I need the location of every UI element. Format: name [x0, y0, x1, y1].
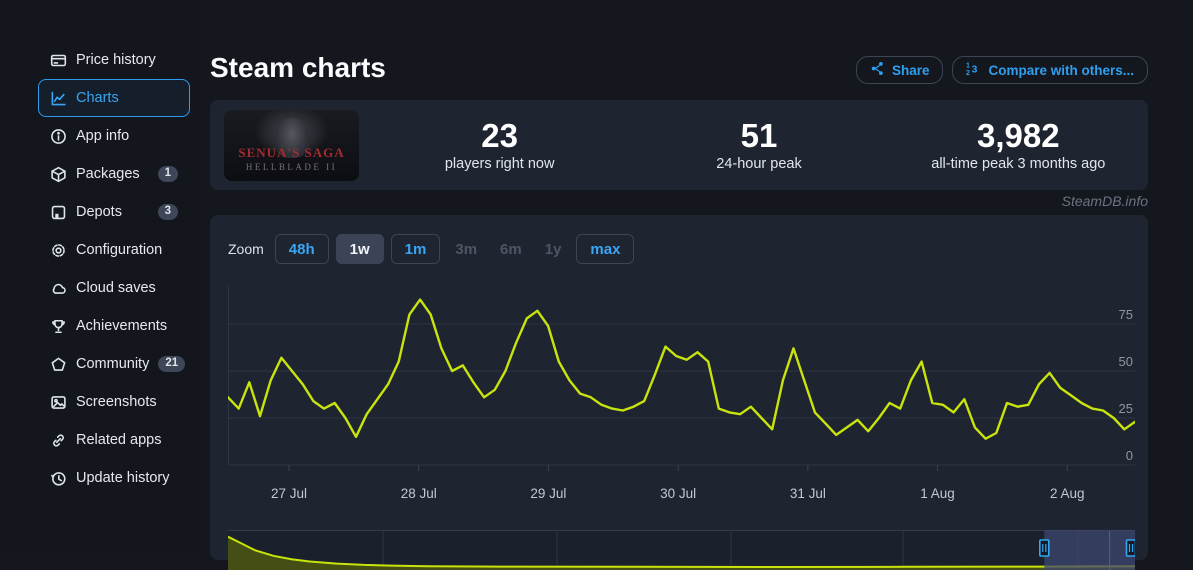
stat-block: 51 24-hour peak: [629, 100, 888, 190]
sidebar-item-label: App info: [76, 128, 130, 144]
sort-numeric-icon: 1 2 3: [966, 61, 981, 79]
stat-value: 23: [481, 116, 519, 154]
stats-row: 23 players right now 51 24-hour peak 3,982…: [370, 100, 1148, 190]
package-cube-icon: [50, 166, 67, 183]
sidebar-item-cloud-saves[interactable]: Cloud saves: [38, 269, 190, 307]
x-axis-tick-label: 30 Jul: [660, 486, 696, 501]
sidebar-item-app-info[interactable]: App info: [38, 117, 190, 155]
sidebar-item-label: Community: [76, 356, 150, 372]
sidebar-item-packages[interactable]: Packages 1: [38, 155, 190, 193]
x-axis-tick-label: 2 Aug: [1050, 486, 1085, 501]
senua-figure-art: [274, 118, 309, 158]
svg-text:3: 3: [972, 65, 978, 76]
cloud-icon: [50, 280, 67, 297]
players-series-line: [228, 298, 1135, 440]
depot-box-icon: [50, 204, 67, 221]
sidebar-item-label: Cloud saves: [76, 280, 156, 296]
zoom-toolbar: Zoom 48h 1w 1m 3m 6m 1y max: [228, 234, 635, 264]
sidebar-item-label: Achievements: [76, 318, 168, 334]
zoom-buttons-group: 48h 1w 1m 3m 6m 1y max: [274, 234, 635, 264]
sidebar-item-label: Charts: [76, 90, 119, 106]
zoom-button-1w[interactable]: 1w: [335, 234, 384, 264]
sidebar-item-label: Screenshots: [76, 394, 157, 410]
sidebar-item-achievements[interactable]: Achievements: [38, 307, 190, 345]
share-nodes-icon: [870, 61, 885, 79]
x-axis-tick-label: 31 Jul: [790, 486, 826, 501]
count-badge: 1: [157, 166, 178, 182]
x-axis-tick-label: 28 Jul: [401, 486, 437, 501]
sidebar-item-label: Price history: [76, 52, 156, 68]
stats-panel: SENUA'S SAGA HELLBLADE II 23 players rig…: [210, 100, 1148, 190]
zoom-button-1m[interactable]: 1m: [390, 234, 441, 264]
chart-range-navigator[interactable]: [228, 530, 1135, 570]
sidebar-item-update-history[interactable]: Update history: [38, 459, 190, 497]
navigator-selected-range[interactable]: [1044, 530, 1135, 570]
steamdb-watermark: SteamDB.info: [1061, 193, 1148, 209]
svg-text:1: 1: [966, 63, 970, 70]
image-icon: [50, 394, 67, 411]
sidebar-item-related-apps[interactable]: Related apps: [38, 421, 190, 459]
credit-card-icon: [50, 52, 67, 69]
history-clock-icon: [50, 470, 67, 487]
sidebar-item-community[interactable]: Community 21: [38, 345, 190, 383]
share-button[interactable]: Share: [855, 56, 944, 84]
count-badge: 21: [158, 356, 186, 372]
zoom-button-max[interactable]: max: [576, 234, 635, 264]
capsule-title-line1: SENUA'S SAGA: [238, 145, 345, 160]
y-axis-tick-label: 50: [1119, 354, 1133, 369]
zoom-label: Zoom: [228, 241, 264, 257]
sidebar-item-label: Update history: [76, 470, 170, 486]
sidebar-item-label: Packages: [76, 166, 140, 182]
sidebar-nav: Price history Charts App info Packages 1 Depo…: [38, 41, 190, 497]
navigator-right-handle[interactable]: [1125, 539, 1136, 557]
sidebar-item-screenshots[interactable]: Screenshots: [38, 383, 190, 421]
sidebar-item-charts[interactable]: Charts: [38, 79, 190, 117]
svg-text:2: 2: [966, 70, 970, 76]
capsule-title-line2: HELLBLADE II: [245, 162, 338, 172]
navigator-left-handle[interactable]: [1038, 539, 1050, 557]
share-button-label: Share: [891, 62, 930, 78]
stat-label: all-time peak 3 months ago: [931, 156, 1106, 173]
zoom-button-3m: 3m: [447, 234, 485, 264]
link-icon: [50, 432, 67, 449]
y-axis-tick-label: 75: [1119, 307, 1133, 322]
stat-block: 3,982 all-time peak 3 months ago: [889, 100, 1148, 190]
stat-label: players right now: [444, 156, 555, 173]
sidebar-item-label: Depots: [76, 204, 122, 220]
game-capsule-image[interactable]: SENUA'S SAGA HELLBLADE II: [224, 110, 359, 181]
header-buttons: Share 1 2 3 Compare with others...: [855, 56, 1148, 84]
y-axis-tick-label: 25: [1119, 401, 1133, 416]
sidebar-item-configuration[interactable]: Configuration: [38, 231, 190, 269]
community-shield-icon: [50, 356, 67, 373]
count-badge: 3: [157, 204, 178, 220]
info-circle-icon: [50, 128, 67, 145]
y-axis-tick-label: 0: [1126, 448, 1133, 463]
zoom-button-6m: 6m: [492, 234, 530, 264]
zoom-button-1y: 1y: [537, 234, 570, 264]
players-line-chart[interactable]: 0 25 50 75 27 Jul 28 Jul 29 Jul 30 Jul 31 Jul 1 A…: [228, 285, 1135, 503]
stat-label: 24-hour peak: [716, 156, 802, 173]
compare-button-label: Compare with others...: [988, 62, 1134, 78]
sidebar-item-label: Configuration: [76, 242, 163, 258]
sidebar-item-depots[interactable]: Depots 3: [38, 193, 190, 231]
sidebar-item-label: Related apps: [76, 432, 162, 448]
x-axis-tick-label: 27 Jul: [271, 486, 307, 501]
stat-value: 51: [740, 116, 778, 154]
zoom-button-48h[interactable]: 48h: [274, 234, 329, 264]
compare-with-others-button[interactable]: 1 2 3 Compare with others...: [952, 56, 1148, 84]
gear-icon: [50, 242, 67, 259]
x-axis-tick-label: 1 Aug: [920, 486, 955, 501]
x-axis-tick-label: 29 Jul: [530, 486, 566, 501]
chart-line-icon: [50, 90, 67, 107]
sidebar-item-price-history[interactable]: Price history: [38, 41, 190, 79]
sidebar: Price history Charts App info Packages 1 Depo…: [0, 0, 200, 555]
page-title: Steam charts: [210, 52, 386, 83]
trophy-icon: [50, 318, 67, 335]
stat-block: 23 players right now: [370, 100, 629, 190]
stat-value: 3,982: [977, 116, 1060, 154]
chart-panel: Zoom 48h 1w 1m 3m 6m 1y max 0 25 50 75 27 Jul 28 Ju…: [210, 215, 1148, 570]
